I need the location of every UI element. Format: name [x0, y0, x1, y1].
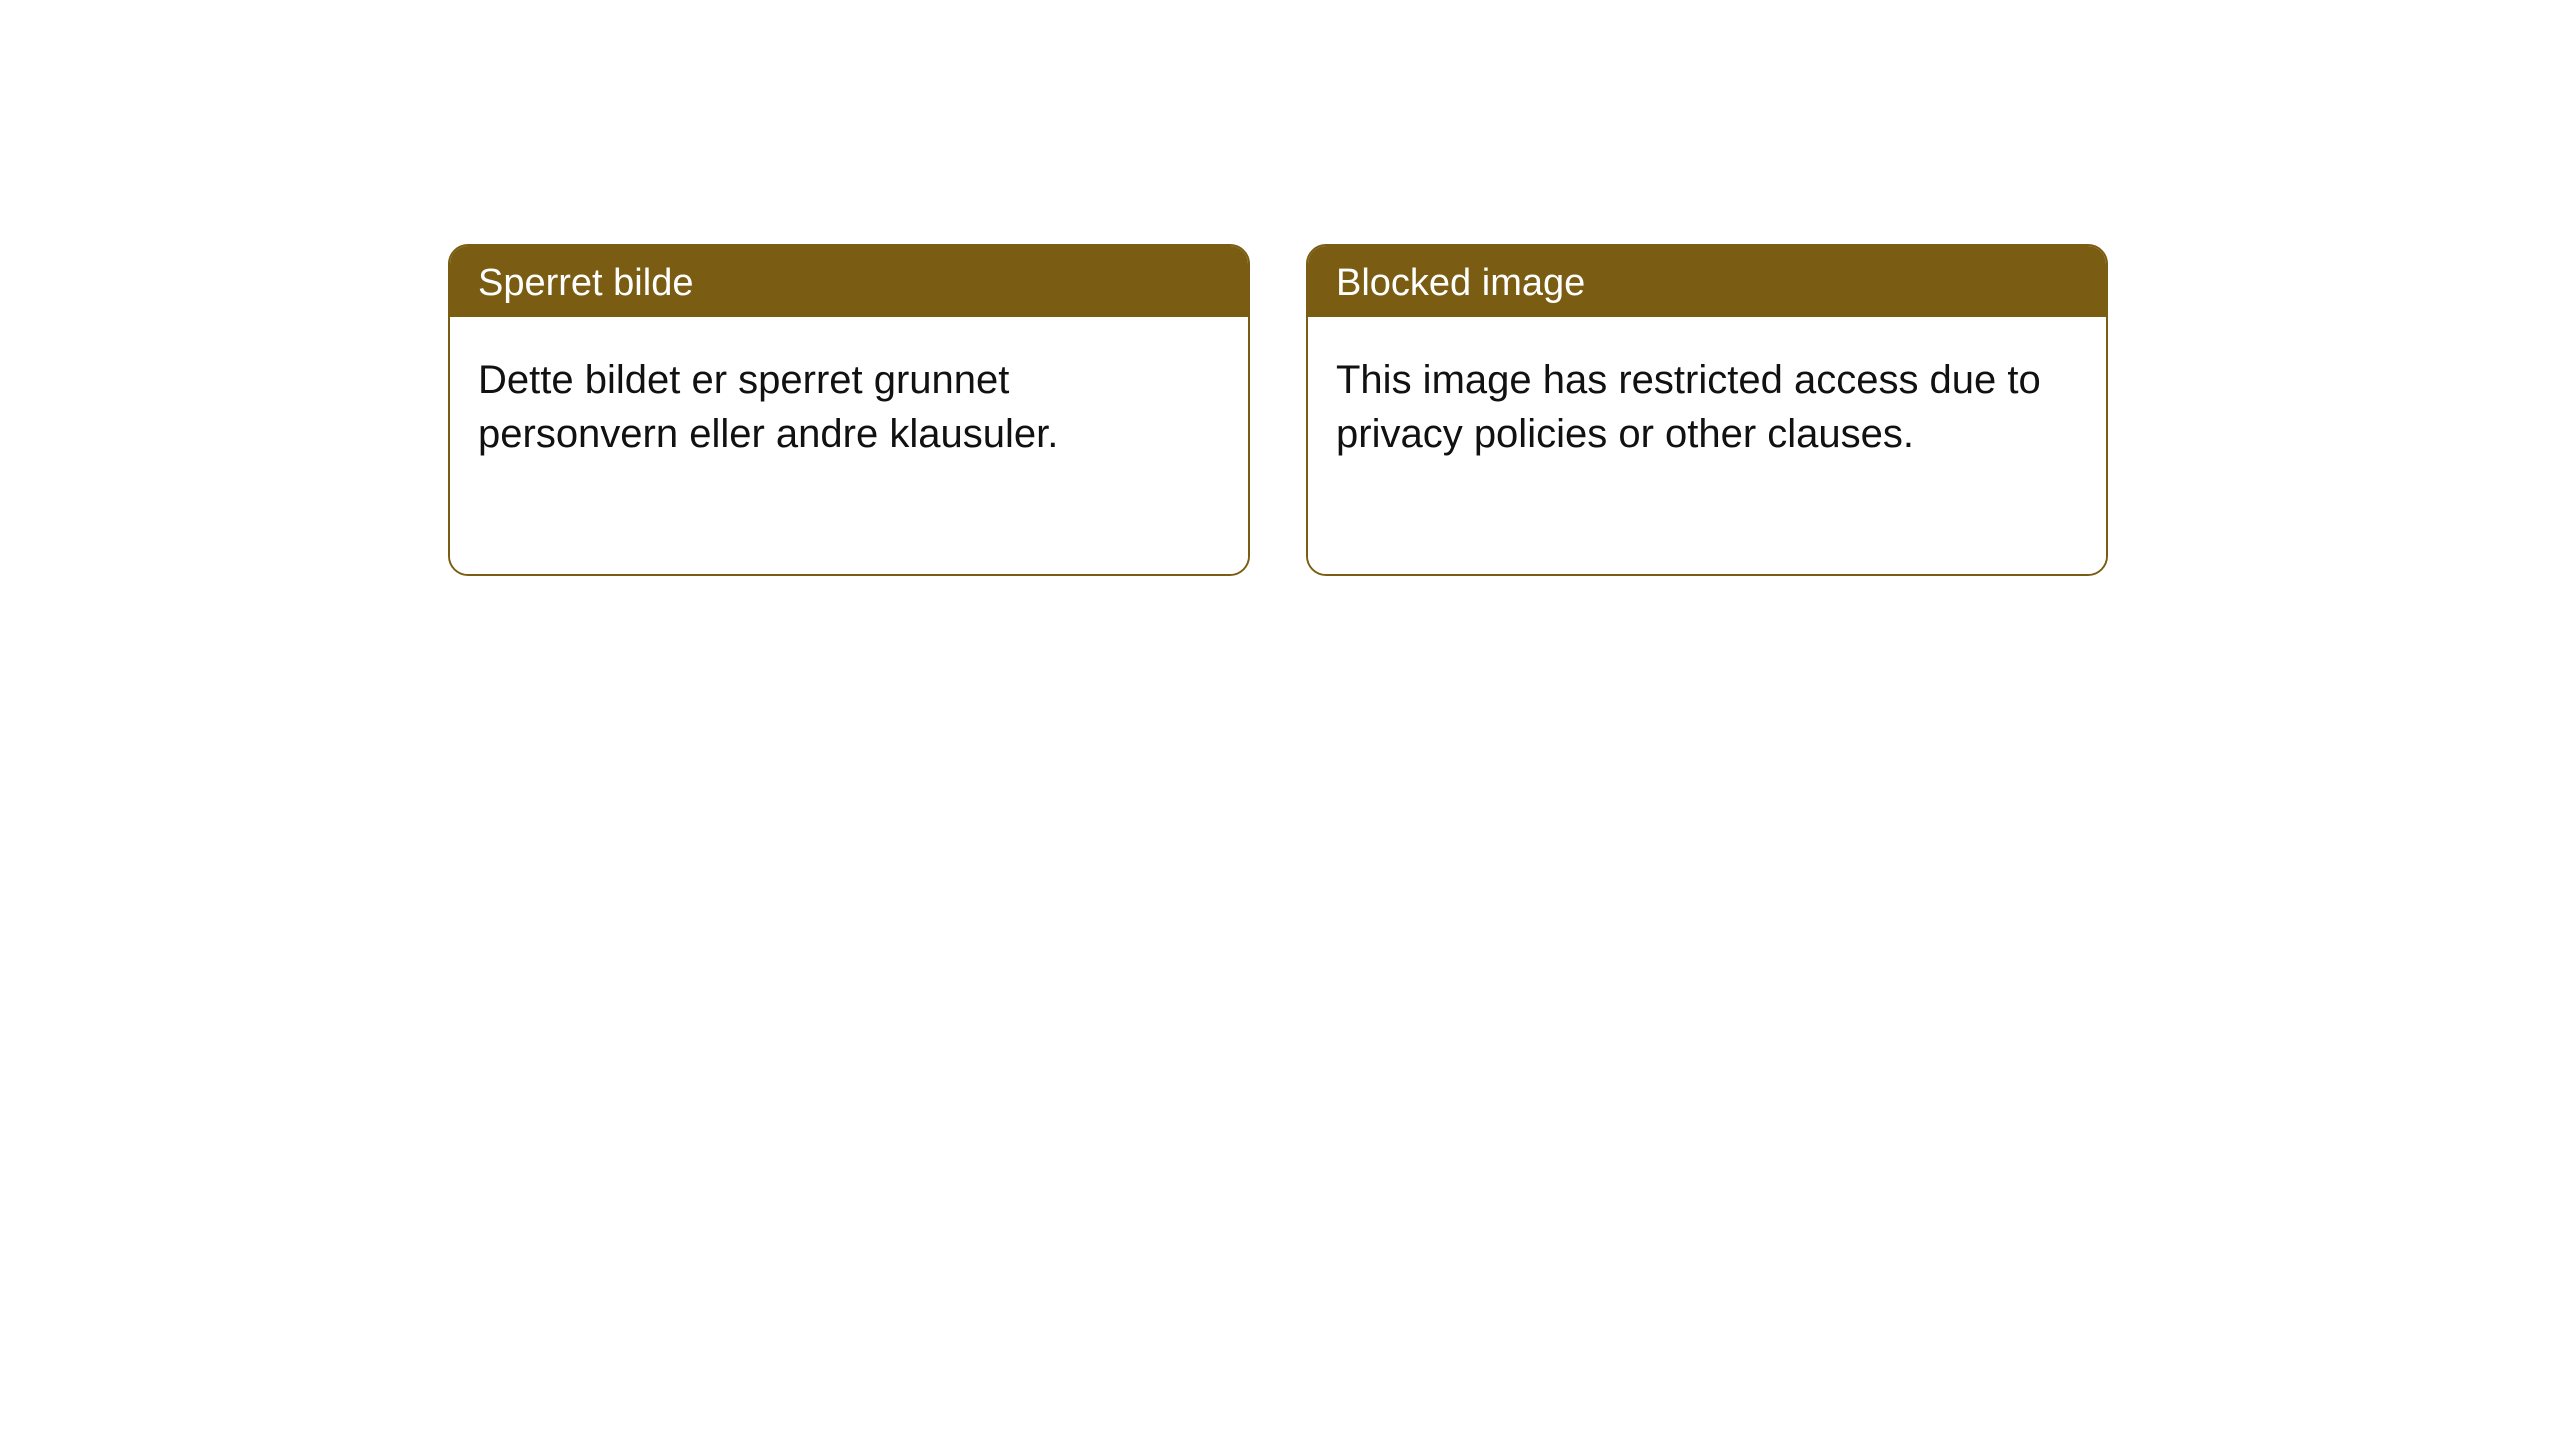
notice-body-en: This image has restricted access due to …: [1308, 317, 2106, 574]
notice-title-en: Blocked image: [1336, 262, 1585, 304]
notice-header-no: Sperret bilde: [450, 246, 1248, 317]
notice-header-en: Blocked image: [1308, 246, 2106, 317]
notice-card-en: Blocked image This image has restricted …: [1306, 244, 2108, 576]
notice-card-no: Sperret bilde Dette bildet er sperret gr…: [448, 244, 1250, 576]
notice-title-no: Sperret bilde: [478, 262, 693, 304]
notice-container: Sperret bilde Dette bildet er sperret gr…: [448, 244, 2108, 576]
notice-body-text-en: This image has restricted access due to …: [1336, 358, 2041, 456]
notice-body-no: Dette bildet er sperret grunnet personve…: [450, 317, 1248, 574]
notice-body-text-no: Dette bildet er sperret grunnet personve…: [478, 358, 1058, 456]
